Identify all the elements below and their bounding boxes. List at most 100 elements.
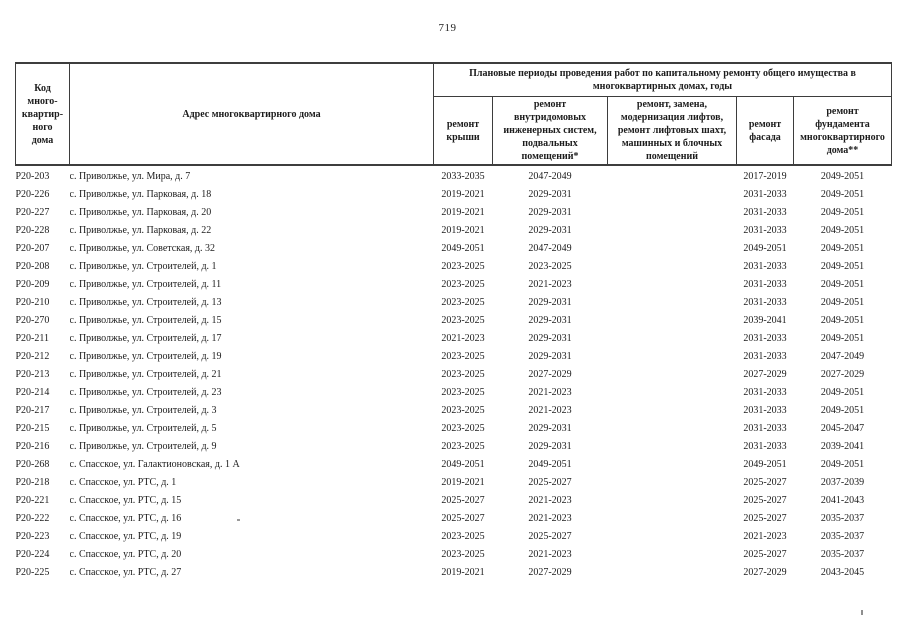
cell-foundation-period: 2049-2051 [820, 225, 865, 236]
cell-address: с. Спасское, ул. Галактионовская, д. 1 А [69, 459, 240, 470]
cell-address: с. Приволжье, ул. Парковая, д. 22 [69, 225, 212, 236]
cell-foundation-period: 2049-2051 [820, 387, 865, 398]
cell-foundation-period: 2049-2051 [820, 459, 865, 470]
cell-roof-period: 2023-2025 [441, 549, 485, 560]
cell-systems-period: 2027-2029 [528, 567, 572, 578]
cell-systems-period: 2029-2031 [528, 207, 572, 218]
cell-building-code: Р20-212 [15, 351, 50, 362]
cell-lifts-period [608, 456, 737, 474]
table-row: Р20-213 с. Приволжье, ул. Строителей, д.… [16, 366, 892, 384]
cell-address: с. Приволжье, ул. Строителей, д. 21 [69, 369, 222, 380]
cell-systems-period: 2021-2023 [528, 405, 572, 416]
cell-roof-period: 2019-2021 [441, 225, 485, 236]
cell-address: с. Приволжье, ул. Парковая, д. 20 [69, 207, 212, 218]
table-row: Р20-216 с. Приволжье, ул. Строителей, д.… [16, 438, 892, 456]
cell-systems-period: 2029-2031 [528, 441, 572, 452]
table-row: Р20-210 с. Приволжье, ул. Строителей, д.… [16, 294, 892, 312]
cell-foundation-period: 2049-2051 [820, 279, 865, 290]
table-row: Р20-214 с. Приволжье, ул. Строителей, д.… [16, 384, 892, 402]
header-roof: ремонт крыши [433, 96, 493, 166]
cell-address: с. Спасское, ул. РТС, д. 27 [69, 567, 182, 578]
cell-address: с. Спасское, ул. РТС, д. 1 [69, 477, 177, 488]
cell-lifts-period [608, 474, 737, 492]
cell-address: с. Приволжье, ул. Строителей, д. 1 [69, 261, 217, 272]
cell-building-code: Р20-228 [15, 225, 50, 236]
table-row: Р20-227 с. Приволжье, ул. Парковая, д. 2… [16, 204, 892, 222]
cell-roof-period: 2025-2027 [441, 495, 485, 506]
cell-building-code: Р20-221 [15, 495, 50, 506]
cell-facade-period: 2031-2033 [743, 387, 787, 398]
cell-systems-period: 2029-2031 [528, 297, 572, 308]
table-body: Р20-203 с. Приволжье, ул. Мира, д. 7 203… [16, 165, 892, 582]
table-row: Р20-212 с. Приволжье, ул. Строителей, д.… [16, 348, 892, 366]
cell-roof-period: 2023-2025 [441, 351, 485, 362]
cell-systems-period: 2021-2023 [528, 549, 572, 560]
cell-foundation-period: 2035-2037 [820, 513, 865, 524]
cell-foundation-period: 2043-2045 [820, 567, 865, 578]
cell-address: с. Приволжье, ул. Строителей, д. 11 [69, 279, 222, 290]
cell-roof-period: 2023-2025 [441, 387, 485, 398]
cell-roof-period: 2049-2051 [441, 459, 485, 470]
cell-address: с. Приволжье, ул. Строителей, д. 3 [69, 405, 217, 416]
cell-address: с. Спасское, ул. РТС, д. 16 [69, 513, 182, 524]
cell-building-code: Р20-210 [15, 297, 50, 308]
cell-roof-period: 2023-2025 [441, 423, 485, 434]
cell-building-code: Р20-213 [15, 369, 50, 380]
cell-facade-period: 2031-2033 [743, 207, 787, 218]
cell-systems-period: 2023-2025 [528, 261, 572, 272]
cell-systems-period: 2047-2049 [528, 171, 572, 182]
header-lifts: ремонт, замена, модернизация лифтов, рем… [607, 96, 737, 166]
cell-foundation-period: 2045-2047 [820, 423, 865, 434]
cell-address: с. Спасское, ул. РТС, д. 19 [69, 531, 182, 542]
header-foundation: ремонт фундамента многоквартирного дома*… [793, 96, 892, 166]
header-code: Код много- квартир- ного дома [15, 62, 70, 166]
cell-systems-period: 2029-2031 [528, 315, 572, 326]
cell-lifts-period [608, 546, 737, 564]
cell-building-code: Р20-211 [15, 333, 50, 344]
cell-building-code: Р20-218 [15, 477, 50, 488]
cell-address: с. Спасское, ул. РТС, д. 20 [69, 549, 182, 560]
cell-address: с. Приволжье, ул. Мира, д. 7 [69, 171, 191, 182]
cell-lifts-period [608, 240, 737, 258]
cell-facade-period: 2025-2027 [743, 477, 787, 488]
cell-lifts-period [608, 438, 737, 456]
cell-facade-period: 2021-2023 [743, 531, 787, 542]
cell-lifts-period [608, 510, 737, 528]
cell-systems-period: 2029-2031 [528, 333, 572, 344]
cell-facade-period: 2031-2033 [743, 405, 787, 416]
cell-lifts-period [608, 186, 737, 204]
cell-facade-period: 2031-2033 [743, 297, 787, 308]
table-row: Р20-224 с. Спасское, ул. РТС, д. 20 2023… [16, 546, 892, 564]
repair-schedule-table: Код много- квартир- ного дома Адрес мног… [15, 62, 892, 582]
cell-foundation-period: 2049-2051 [820, 261, 865, 272]
cell-facade-period: 2031-2033 [743, 261, 787, 272]
table-row: Р20-208 с. Приволжье, ул. Строителей, д.… [16, 258, 892, 276]
cell-address: с. Приволжье, ул. Советская, д. 32 [69, 243, 216, 254]
cell-lifts-period [608, 276, 737, 294]
cell-building-code: Р20-222 [15, 513, 50, 524]
cell-foundation-period: 2049-2051 [820, 171, 865, 182]
cell-address: с. Приволжье, ул. Строителей, д. 23 [69, 387, 222, 398]
table-row: Р20-207 с. Приволжье, ул. Советская, д. … [16, 240, 892, 258]
cell-building-code: Р20-225 [15, 567, 50, 578]
cell-lifts-period [608, 384, 737, 402]
cell-systems-period: 2025-2027 [528, 477, 572, 488]
cell-facade-period: 2039-2041 [743, 315, 787, 326]
cell-building-code: Р20-224 [15, 549, 50, 560]
cell-lifts-period [608, 312, 737, 330]
table-row: Р20-222 с. Спасское, ул. РТС, д. 16 2025… [16, 510, 892, 528]
cell-foundation-period: 2035-2037 [820, 549, 865, 560]
cell-roof-period: 2019-2021 [441, 567, 485, 578]
cell-lifts-period [608, 564, 737, 582]
cell-building-code: Р20-203 [15, 171, 50, 182]
table-header: Код много- квартир- ного дома Адрес мног… [15, 62, 892, 166]
cell-systems-period: 2049-2051 [528, 459, 572, 470]
table-row: Р20-226 с. Приволжье, ул. Парковая, д. 1… [16, 186, 892, 204]
table-row: Р20-203 с. Приволжье, ул. Мира, д. 7 203… [16, 165, 892, 186]
cell-foundation-period: 2047-2049 [820, 351, 865, 362]
cell-systems-period: 2047-2049 [528, 243, 572, 254]
cell-systems-period: 2029-2031 [528, 225, 572, 236]
cell-facade-period: 2025-2027 [743, 513, 787, 524]
cell-foundation-period: 2049-2051 [820, 315, 865, 326]
